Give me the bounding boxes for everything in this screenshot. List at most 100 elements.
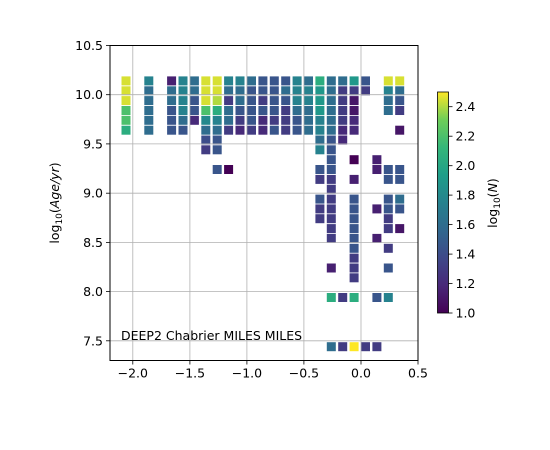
heatmap-cell xyxy=(121,76,131,86)
heatmap-cell xyxy=(292,76,302,86)
heatmap-cell xyxy=(383,214,393,224)
heatmap-cell xyxy=(338,135,348,145)
heatmap-cell xyxy=(349,204,359,214)
heatmap-cell xyxy=(326,194,336,204)
heatmap-cell xyxy=(201,76,211,86)
heatmap-cell xyxy=(304,115,313,125)
heatmap-cell xyxy=(383,224,393,234)
colorbar xyxy=(437,91,449,314)
colorbar-tick-label: 1.6 xyxy=(456,217,476,232)
heatmap-cell xyxy=(349,86,359,96)
heatmap-cell xyxy=(247,125,256,135)
heatmap-cell xyxy=(235,86,245,96)
heatmap-cell xyxy=(121,106,131,115)
heatmap-cell xyxy=(201,135,211,145)
heatmap-cell xyxy=(349,342,359,352)
heatmap-cell xyxy=(383,86,393,96)
plot-frame xyxy=(109,45,419,361)
heatmap-cell xyxy=(224,76,234,86)
heatmap-cell xyxy=(201,145,211,155)
heatmap-cell xyxy=(258,106,268,115)
heatmap-cell xyxy=(326,293,336,302)
heatmap-cell xyxy=(326,233,336,243)
heatmap-cell xyxy=(212,76,222,86)
heatmap-cell xyxy=(224,96,234,106)
heatmap-cell xyxy=(326,165,336,174)
heatmap-cell xyxy=(395,86,405,96)
y-tick-label: 10.5 xyxy=(75,38,103,53)
heatmap-cell xyxy=(121,125,131,135)
heatmap-cell xyxy=(167,76,177,86)
heatmap-cell xyxy=(212,165,222,174)
heatmap-cell xyxy=(315,145,325,155)
heatmap-cell xyxy=(178,115,188,125)
heatmap-cell xyxy=(258,76,268,86)
heatmap-cell xyxy=(338,125,348,135)
heatmap-cell xyxy=(383,96,393,106)
heatmap-cell xyxy=(167,125,177,135)
heatmap-cell xyxy=(235,115,245,125)
heatmap-cell xyxy=(315,194,325,204)
heatmap-cell xyxy=(395,76,405,86)
heatmap-cell xyxy=(269,115,279,125)
heatmap-cell xyxy=(189,106,199,115)
heatmap-cell xyxy=(383,243,393,253)
heatmap-cell xyxy=(326,106,336,115)
heatmap-cell xyxy=(178,96,188,106)
heatmap-cell xyxy=(349,115,359,125)
heatmap-cell xyxy=(212,125,222,135)
heatmap-cell xyxy=(326,184,336,194)
colorbar-tick-label: 2.4 xyxy=(456,99,476,114)
heatmap-cell xyxy=(338,115,348,125)
heatmap-cell xyxy=(349,253,359,263)
heatmap-cell xyxy=(269,125,279,135)
heatmap-cell xyxy=(349,194,359,204)
y-axis-ticks: 7.5 8.0 8.5 9.0 9.5 10.0 10.5 xyxy=(75,38,110,348)
heatmap-cell xyxy=(201,125,211,135)
heatmap-cell xyxy=(315,96,325,106)
heatmap-cell xyxy=(349,263,359,273)
x-tick-label: −0.5 xyxy=(289,366,319,381)
heatmap-cell xyxy=(189,115,199,125)
heatmap-cell xyxy=(144,86,154,96)
y-tick-label: 8.5 xyxy=(83,235,103,250)
heatmap-cell xyxy=(304,106,313,115)
heatmap-cell xyxy=(281,96,291,106)
heatmap-cell xyxy=(315,214,325,224)
colorbar-tick-label: 1.0 xyxy=(456,306,476,321)
heatmap-cell xyxy=(395,96,405,106)
heatmap-cell xyxy=(383,204,393,214)
heatmap-cell xyxy=(144,76,154,86)
heatmap-cell xyxy=(349,214,359,224)
heatmap-cell xyxy=(372,155,382,165)
heatmap-cell xyxy=(338,86,348,96)
heatmap-cell xyxy=(167,96,177,106)
heatmap-cell xyxy=(201,115,211,125)
heatmap-cell xyxy=(212,115,222,125)
heatmap-cell xyxy=(144,106,154,115)
heatmap-cell xyxy=(224,125,234,135)
heatmap-cell xyxy=(167,86,177,96)
heatmap-cell xyxy=(281,106,291,115)
heatmap-cell xyxy=(144,115,154,125)
heatmap-cell xyxy=(224,86,234,96)
heatmap-cell xyxy=(281,125,291,135)
heatmap-cell xyxy=(144,125,154,135)
heatmap-cell xyxy=(281,76,291,86)
heatmap-cell xyxy=(395,106,405,115)
heatmap-cell xyxy=(372,342,382,352)
y-tick-label: 8.0 xyxy=(83,284,103,299)
heatmap-cell xyxy=(269,96,279,106)
heatmap-cell xyxy=(269,76,279,86)
heatmap-cell xyxy=(224,165,234,174)
heatmap-cell xyxy=(315,115,325,125)
heatmap-cell xyxy=(235,106,245,115)
heatmap-cell xyxy=(315,106,325,115)
heatmap-cell xyxy=(269,86,279,96)
y-tick-label: 10.0 xyxy=(75,87,103,102)
heatmap-cell xyxy=(269,106,279,115)
heatmap-cell xyxy=(372,293,382,302)
heatmap-cell xyxy=(315,165,325,174)
heatmap-cell xyxy=(338,342,348,352)
